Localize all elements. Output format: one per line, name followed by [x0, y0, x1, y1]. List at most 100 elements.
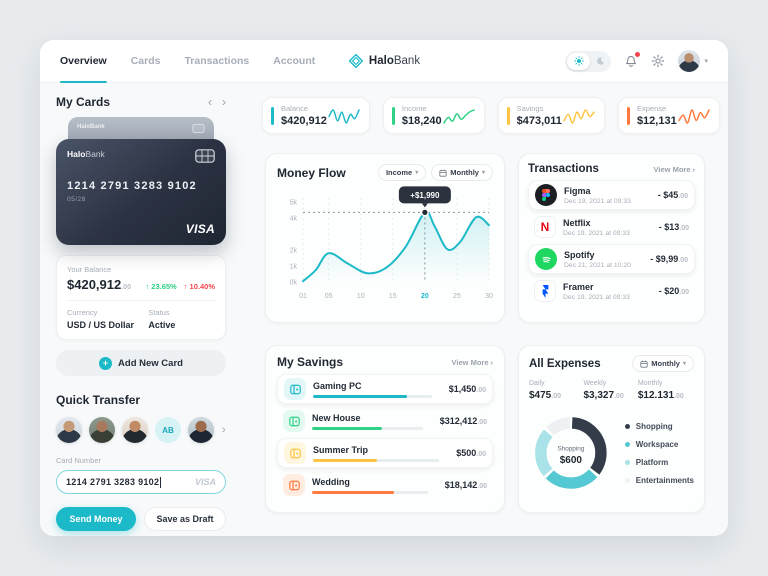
stat-accent-bar — [271, 106, 274, 125]
svg-text:5k: 5k — [290, 200, 298, 207]
vault-icon — [283, 410, 305, 432]
sparkline-chart — [677, 108, 710, 124]
expense-summary-cents: .00 — [674, 393, 684, 400]
brand-light: Bank — [393, 55, 421, 67]
transactions-panel: Transactions View More › — [518, 153, 705, 323]
contact-avatar-initials[interactable]: AB — [155, 417, 181, 443]
settings-button[interactable] — [651, 54, 665, 68]
card-expiry: 05/28 — [67, 196, 86, 203]
theme-toggle[interactable] — [565, 50, 612, 72]
save-as-draft-button[interactable]: Save as Draft — [144, 507, 226, 531]
expense-summary-label: Daily — [529, 380, 545, 387]
savings-row[interactable]: New House $312,412.00 — [277, 406, 493, 436]
balance-amount: $420,912 — [67, 277, 122, 292]
transaction-row[interactable]: Spotify Dec 21, 2021 at 10:20 - $9,99.00 — [528, 244, 695, 274]
balance-change-up: ↑ 23.65% — [145, 282, 177, 291]
savings-view-more[interactable]: View More › — [452, 358, 493, 367]
transactions-view-more[interactable]: View More › — [654, 165, 695, 174]
profile-menu[interactable]: ▾ — [678, 50, 708, 72]
figma-icon — [535, 184, 557, 206]
text-caret — [160, 476, 162, 488]
divider — [67, 300, 215, 301]
stat-label: Savings — [516, 104, 544, 113]
legend-item: Platform — [624, 457, 694, 467]
add-new-card-button[interactable]: + Add New Card — [56, 350, 226, 376]
quick-transfer-title: Quick Transfer — [56, 393, 141, 407]
contact-avatar[interactable] — [56, 417, 82, 443]
spotify-icon — [535, 248, 557, 270]
transaction-date: Dec 21, 2021 at 10:20 — [564, 261, 631, 269]
transaction-date: Dec 19, 2021 at 09:33 — [563, 293, 630, 301]
contact-avatar[interactable] — [89, 417, 115, 443]
expenses-donut-chart: Shopping $600 — [535, 417, 607, 489]
savings-name: Gaming PC — [313, 380, 362, 391]
card-number-label: Card Number — [56, 456, 102, 465]
period-dropdown[interactable]: Monthly ▾ — [431, 164, 493, 181]
notification-dot — [635, 52, 641, 57]
savings-name: Wedding — [312, 476, 350, 487]
content-area: My Cards ‹ › HaloBank HaloBank — [40, 83, 728, 536]
brand-logo: HaloBank — [348, 53, 420, 69]
transaction-name: Framer — [563, 281, 594, 292]
transactions-title: Transactions — [528, 163, 599, 175]
bank-card-brand: HaloBank — [67, 149, 105, 159]
legend-item: Shopping — [624, 422, 694, 431]
savings-cents: .00 — [477, 419, 487, 426]
svg-text:2k: 2k — [290, 248, 298, 255]
svg-text:05: 05 — [325, 293, 333, 300]
legend-dot — [624, 459, 630, 465]
transaction-row[interactable]: Figma Dec 19, 2021 at 09:33 - $45.00 — [528, 180, 695, 210]
visa-logo: VISA — [185, 222, 215, 236]
transaction-row[interactable]: Framer Dec 19, 2021 at 09:33 - $20.00 — [528, 276, 695, 306]
stat-value: $420,912 — [281, 115, 327, 127]
savings-row[interactable]: Wedding $18,142.00 — [277, 470, 493, 500]
expenses-period-dropdown[interactable]: Monthly ▾ — [632, 355, 694, 372]
stat-label: Expense — [636, 104, 667, 113]
visa-label: VISA — [194, 477, 216, 487]
send-money-button[interactable]: Send Money — [56, 507, 136, 531]
currency-label: Currency — [67, 308, 98, 317]
notifications-button[interactable] — [624, 52, 641, 68]
svg-text:+$1,990: +$1,990 — [410, 191, 440, 200]
transaction-date: Dec 19, 2021 at 09:33 — [564, 197, 631, 205]
status-value: Active — [148, 320, 176, 330]
savings-cents: .00 — [477, 483, 487, 490]
stat-value: $12,131 — [636, 115, 677, 127]
bank-card-brand-light: Bank — [85, 149, 105, 159]
transaction-cents: .00 — [679, 289, 689, 296]
view-more-label: View More — [653, 164, 691, 174]
legend-label: Entertainments — [635, 475, 694, 485]
vault-icon — [283, 474, 305, 496]
transaction-cents: .00 — [679, 225, 689, 232]
contacts-next-button[interactable]: › — [222, 424, 226, 436]
contact-avatar[interactable] — [188, 417, 214, 443]
savings-progress-bar — [312, 426, 382, 430]
metric-dropdown[interactable]: Income ▾ — [377, 164, 427, 181]
savings-row[interactable]: Gaming PC $1,450.00 — [277, 374, 493, 404]
card-number-input[interactable]: 1214 2791 3283 9102 VISA — [56, 470, 226, 494]
balance-label: Your Balance — [67, 265, 112, 274]
legend-label: Platform — [635, 457, 669, 467]
expenses-period-value: Monthly — [651, 359, 680, 368]
svg-text:20: 20 — [421, 293, 429, 300]
card-prev-button[interactable]: ‹ — [208, 95, 212, 109]
stat-value: $18,240 — [401, 115, 442, 127]
tab-cards[interactable]: Cards — [130, 55, 161, 67]
donut-center-label: Shopping — [557, 445, 584, 452]
stat-value: $473,011 — [516, 115, 562, 127]
transaction-row[interactable]: N Netflix Dec 19, 2021 at 09:33 - $13.00 — [528, 212, 695, 242]
tab-account[interactable]: Account — [273, 55, 316, 67]
tab-overview[interactable]: Overview — [60, 40, 107, 83]
contact-avatar[interactable] — [122, 417, 148, 443]
tab-transactions[interactable]: Transactions — [184, 55, 250, 67]
my-cards-title: My Cards — [56, 95, 111, 109]
sparkline-chart — [328, 108, 360, 124]
stats-row: Balance $420,912 Income $18,240 Savings … — [262, 97, 720, 134]
brand-name: HaloBank — [369, 55, 420, 67]
svg-text:0k: 0k — [290, 280, 298, 287]
savings-row[interactable]: Summer Trip $500.00 — [277, 438, 493, 468]
netflix-icon: N — [534, 216, 556, 238]
sparkline-chart — [442, 108, 475, 124]
card-next-button[interactable]: › — [222, 95, 226, 109]
sidebar: My Cards ‹ › HaloBank HaloBank — [56, 95, 226, 531]
